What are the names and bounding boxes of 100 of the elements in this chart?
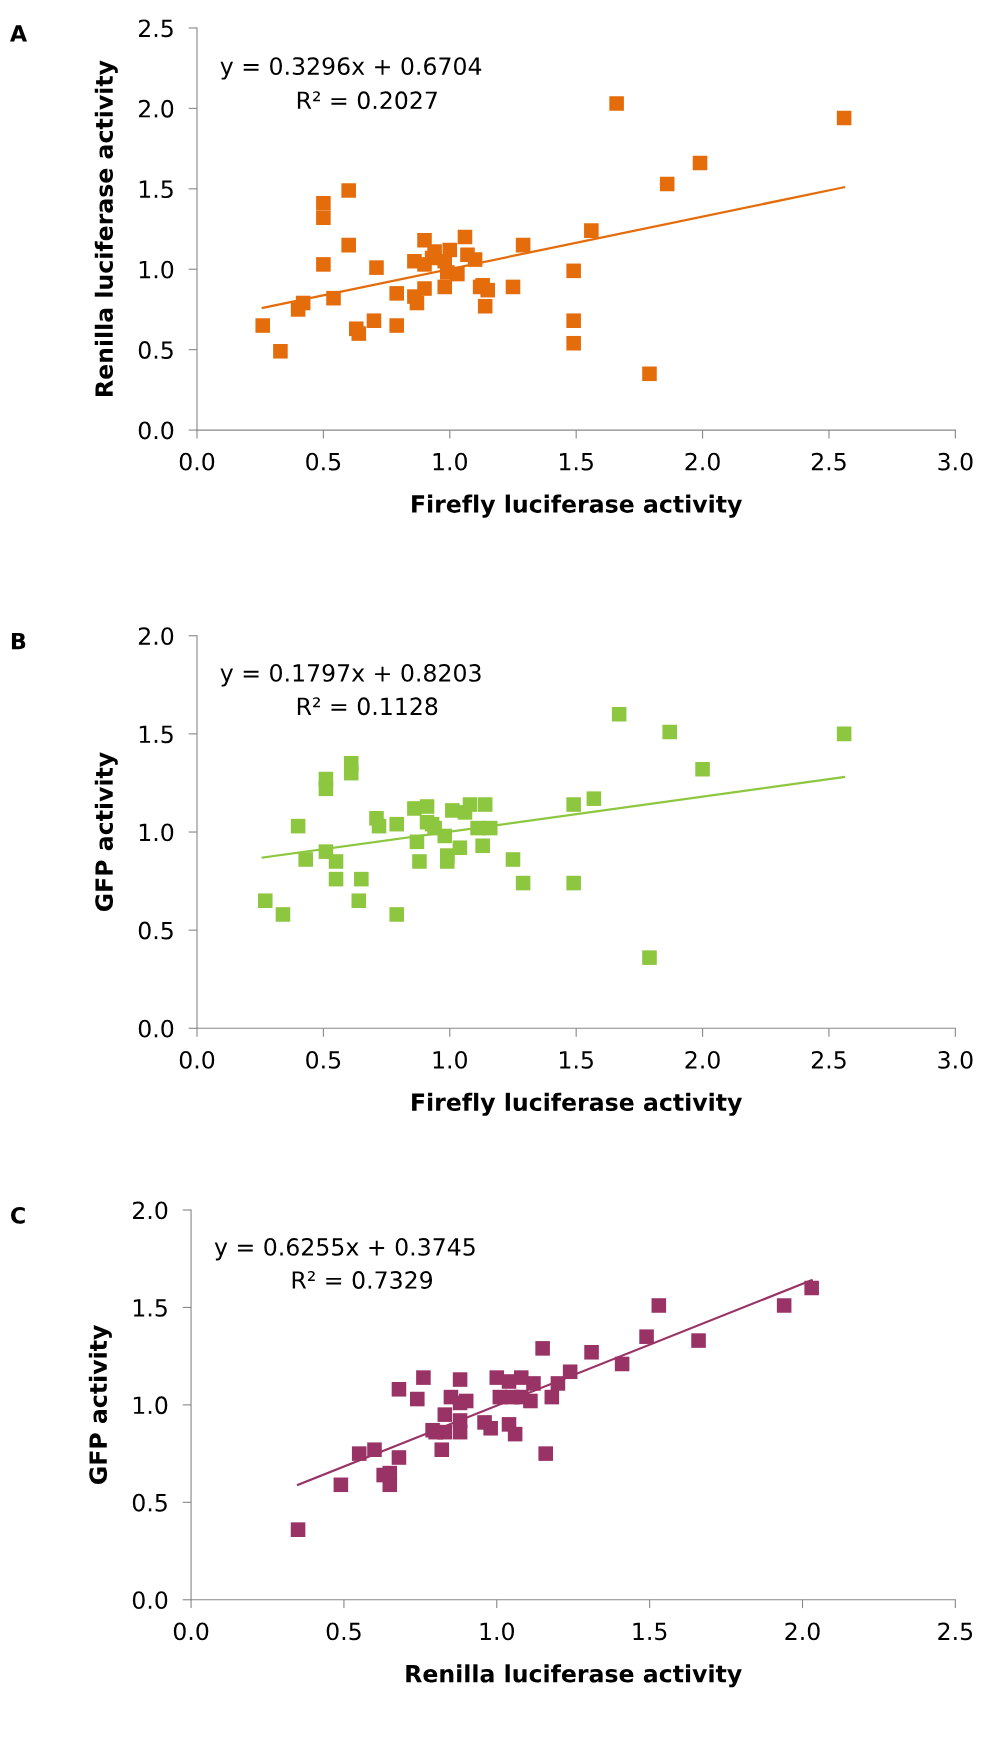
point	[523, 1393, 538, 1409]
point	[586, 791, 602, 806]
point	[562, 1364, 578, 1380]
y-tick-label: 0.0	[132, 1591, 168, 1610]
y-axis-title: GFP activity	[94, 752, 118, 912]
x-tick-label: 1.0	[433, 452, 467, 471]
y-tick-label: 1.0	[139, 823, 174, 842]
annotation: R² = 0.1128	[297, 697, 438, 716]
point	[316, 257, 331, 272]
point	[651, 1298, 667, 1313]
x-tick-label: 0.5	[306, 452, 341, 471]
x-tick-label: 1.0	[480, 1622, 514, 1641]
x-tick-label: 2.5	[811, 452, 846, 471]
y-tick-label: 2.0	[133, 1201, 168, 1220]
point	[382, 1477, 398, 1493]
point	[550, 1376, 566, 1391]
point	[369, 260, 384, 275]
point	[526, 1376, 541, 1391]
point	[416, 1370, 431, 1385]
x-tick-label: 3.0	[938, 452, 973, 471]
point	[343, 765, 359, 781]
point	[298, 852, 313, 867]
point	[333, 1477, 349, 1493]
x-tick-label: 2.5	[811, 1050, 846, 1069]
y-tick-label: 1.5	[139, 180, 173, 199]
point	[417, 233, 432, 248]
point	[505, 852, 521, 867]
point	[410, 1391, 425, 1407]
annotation: y = 0.3296x + 0.6704	[220, 57, 482, 80]
point	[467, 252, 483, 267]
point	[535, 1341, 550, 1356]
x-tick-label: 2.0	[685, 452, 720, 471]
point	[515, 875, 531, 891]
x-tick-label: 0.5	[326, 1622, 361, 1641]
point	[462, 797, 478, 812]
point	[442, 242, 458, 258]
point	[566, 797, 581, 812]
y-tick-label: 1.5	[133, 1299, 167, 1317]
x-axis-title: Firefly luciferase activity	[412, 1092, 742, 1116]
point	[695, 761, 710, 777]
x-tick-label: 1.0	[433, 1050, 467, 1069]
point	[326, 290, 341, 306]
point	[437, 1407, 453, 1422]
point	[477, 797, 493, 812]
x-tick-label: 0.0	[179, 1050, 215, 1069]
point	[691, 1333, 706, 1348]
point	[351, 1446, 367, 1461]
point	[290, 818, 306, 834]
point	[389, 907, 404, 922]
annotation: R² = 0.2027	[297, 91, 437, 110]
y-tick-label: 1.0	[139, 260, 174, 279]
y-tick-label: 0.5	[138, 341, 173, 359]
point	[354, 871, 369, 887]
x-tick-label: 2.0	[685, 1050, 720, 1069]
point	[452, 1424, 468, 1440]
point	[351, 326, 367, 341]
point	[351, 893, 367, 908]
point	[639, 1329, 654, 1344]
point	[482, 820, 498, 836]
point	[391, 1450, 407, 1465]
x-axis-title: Firefly luciferase activity	[412, 494, 742, 518]
point	[409, 834, 425, 850]
point	[434, 1442, 450, 1457]
point	[450, 266, 465, 282]
point	[538, 1446, 553, 1461]
point	[507, 1426, 523, 1442]
y-tick-label: 2.5	[138, 19, 173, 38]
point	[316, 210, 331, 226]
point	[318, 844, 334, 859]
chart-title: C	[11, 1206, 25, 1224]
point	[659, 176, 675, 192]
text: B	[11, 632, 26, 650]
point	[255, 318, 271, 333]
point	[776, 1298, 792, 1313]
point	[412, 854, 427, 869]
point	[489, 1370, 505, 1385]
point	[642, 950, 657, 965]
point	[409, 295, 425, 311]
point	[566, 263, 581, 279]
point	[452, 840, 468, 856]
point	[662, 724, 677, 740]
point	[642, 366, 657, 382]
point	[480, 282, 495, 298]
point	[419, 799, 435, 814]
annotation: y = 0.6255x + 0.3745	[214, 1237, 475, 1261]
point	[341, 183, 356, 198]
point	[566, 875, 581, 891]
point	[389, 318, 404, 333]
point	[609, 96, 624, 111]
y-tick-label: 2.0	[138, 627, 174, 646]
y-tick-label: 0.0	[138, 421, 174, 440]
point	[417, 281, 432, 296]
y-axis-title: Renilla luciferase activity	[94, 60, 118, 396]
point	[611, 706, 627, 722]
point	[505, 279, 521, 295]
x-tick-label: 0.0	[179, 452, 215, 471]
point	[275, 907, 291, 922]
point	[457, 229, 473, 245]
point	[316, 196, 331, 211]
point	[477, 298, 493, 314]
